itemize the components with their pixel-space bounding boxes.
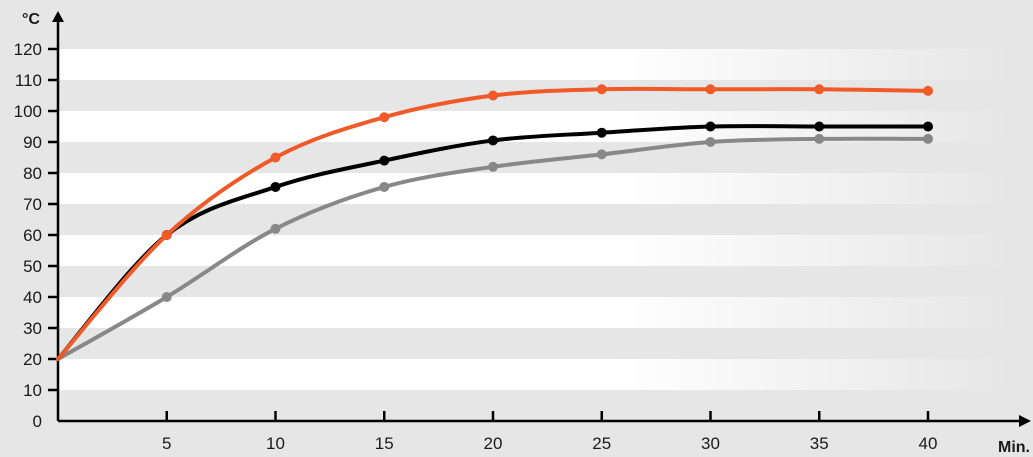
data-point bbox=[596, 127, 607, 138]
series-group bbox=[56, 84, 933, 361]
band-fade-overlay bbox=[58, 49, 1012, 421]
x-tick-label: 15 bbox=[375, 434, 394, 453]
y-tick-label: 10 bbox=[23, 381, 42, 400]
y-tick-label: 120 bbox=[14, 40, 42, 59]
data-point bbox=[596, 149, 607, 160]
y-tick-label: 50 bbox=[23, 257, 42, 276]
data-point bbox=[923, 85, 933, 96]
y-tick-label: 80 bbox=[23, 164, 42, 183]
data-point bbox=[270, 223, 281, 234]
series-group bbox=[56, 133, 933, 361]
data-point bbox=[814, 133, 825, 144]
axes: 0 10 20 30 40 50 60 70 80 90 100 110 120 5 10 15 20 25 30 3… bbox=[14, 11, 1031, 453]
y-tick-label: 40 bbox=[23, 288, 42, 307]
data-point bbox=[705, 121, 716, 132]
x-tick-label: 35 bbox=[810, 434, 829, 453]
y-tick-label: 110 bbox=[15, 71, 42, 90]
data-point bbox=[270, 152, 281, 163]
y-tick-label: 30 bbox=[23, 319, 42, 338]
series-group bbox=[56, 121, 933, 361]
data-point bbox=[161, 230, 172, 240]
x-tick-label: 5 bbox=[162, 434, 171, 453]
series-layer bbox=[56, 84, 933, 361]
data-point bbox=[379, 155, 390, 166]
axis-labels: °C Min. bbox=[22, 11, 1030, 456]
y-tick-label: 90 bbox=[23, 133, 42, 152]
data-point bbox=[488, 90, 498, 101]
y-axis-unit-label: °C bbox=[22, 11, 40, 28]
x-axis-unit-label: Min. bbox=[998, 439, 1030, 456]
data-point bbox=[705, 137, 716, 147]
x-axis-arrow bbox=[1019, 415, 1031, 427]
x-tick-label: 30 bbox=[701, 434, 720, 453]
y-tick-label: 70 bbox=[23, 195, 42, 214]
data-point bbox=[923, 121, 933, 132]
data-point bbox=[379, 112, 390, 123]
data-point bbox=[596, 84, 607, 95]
data-point bbox=[923, 133, 933, 144]
data-point bbox=[270, 181, 281, 192]
y-tick-label: 0 bbox=[33, 412, 42, 431]
data-point bbox=[814, 84, 825, 95]
series-line bbox=[56, 86, 930, 361]
x-tick-label: 10 bbox=[266, 434, 285, 453]
data-point bbox=[488, 135, 498, 146]
y-tick-label: 100 bbox=[14, 102, 42, 121]
data-point bbox=[379, 181, 390, 192]
data-point bbox=[488, 161, 498, 172]
y-tick-label: 60 bbox=[23, 226, 42, 245]
y-tick-label: 20 bbox=[23, 350, 42, 369]
y-axis-arrow bbox=[52, 11, 64, 22]
x-tick-label: 20 bbox=[484, 434, 503, 453]
x-tick-label: 40 bbox=[919, 434, 938, 453]
data-point bbox=[705, 84, 716, 95]
data-point bbox=[161, 292, 172, 302]
x-tick-label: 25 bbox=[592, 434, 611, 453]
data-point bbox=[814, 121, 825, 132]
series-line bbox=[56, 124, 930, 361]
